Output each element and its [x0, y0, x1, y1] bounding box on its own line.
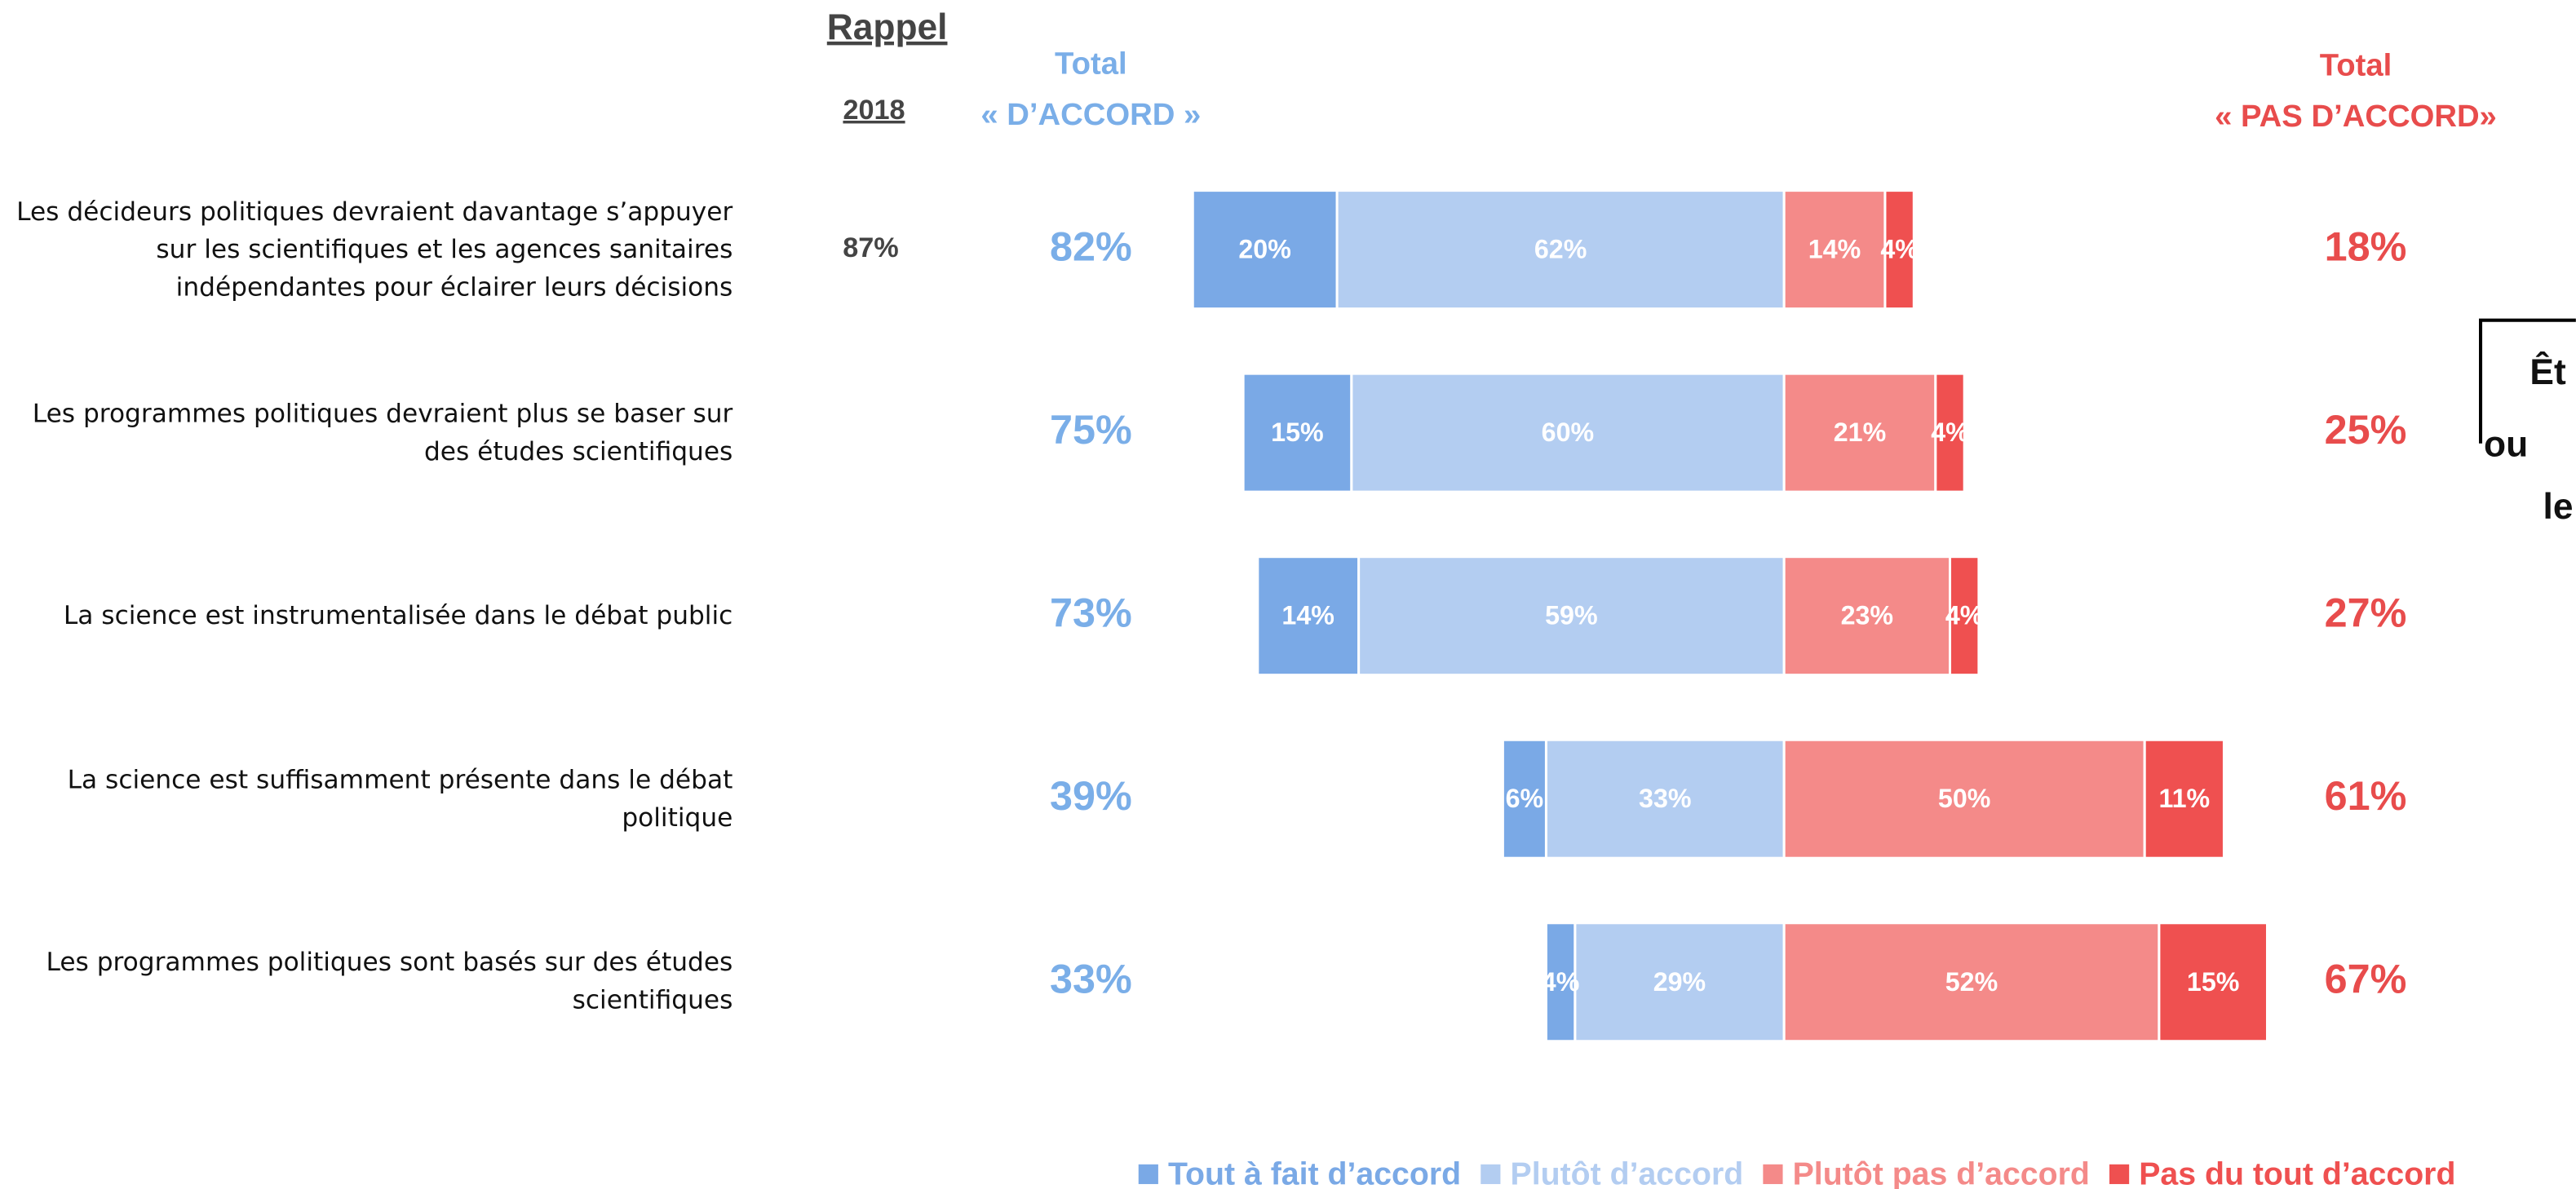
category-label: Les décideurs politiques devraient davan… [16, 196, 733, 302]
legend-label: Pas du tout d’accord [2139, 1156, 2455, 1189]
recall-title: Rappel [827, 7, 948, 47]
recall-year: 2018 [843, 95, 905, 126]
legend-label: Tout à fait d’accord [1168, 1156, 1461, 1189]
legend-marker [1763, 1164, 1783, 1184]
bar-segment [1191, 189, 1339, 311]
legend-marker [1481, 1164, 1501, 1184]
legend-marker [1138, 1164, 1158, 1184]
bar-segment [1948, 555, 1981, 677]
data-label: 4% [1542, 967, 1580, 997]
data-label: 14% [1281, 601, 1334, 630]
category-label-box: Les décideurs politiques devraient davan… [16, 196, 733, 302]
side-note-line: le [2543, 487, 2574, 527]
recall-value: 87% [843, 232, 899, 263]
disagree-total: 67% [2325, 956, 2407, 1002]
agree-total: 73% [1050, 589, 1132, 635]
bar-segment [1883, 189, 1915, 311]
category-label: La science est suffisamment présente dan… [67, 764, 733, 832]
data-label: 23% [1841, 601, 1894, 630]
disagree-total: 27% [2325, 589, 2407, 635]
category-label-box: La science est instrumentalisée dans le … [63, 600, 733, 630]
bar-segment [1256, 555, 1361, 677]
disagree-header: Total [2320, 48, 2392, 83]
data-label: 6% [1506, 784, 1544, 813]
data-label: 15% [1271, 418, 1324, 447]
data-label: 50% [1938, 784, 1991, 813]
disagree-total: 18% [2325, 223, 2407, 269]
data-label: 20% [1238, 235, 1291, 264]
disagree-total: 25% [2325, 406, 2407, 453]
bar-segment [1782, 555, 1952, 677]
bar-segment [1782, 922, 2161, 1043]
category-label-box: La science est suffisamment présente dan… [67, 764, 733, 832]
bar-segment [1544, 922, 1577, 1043]
agree-total: 33% [1050, 956, 1132, 1002]
agree-total: 39% [1050, 772, 1132, 819]
side-note-line: Êt [2530, 351, 2566, 392]
disagree-header: « PAS D’ACCORD» [2215, 99, 2497, 134]
data-label: 4% [1945, 601, 1984, 630]
data-label: 52% [1945, 967, 1998, 997]
data-label: 29% [1653, 967, 1706, 997]
category-label-box: Les programmes politiques sont basés sur… [46, 947, 733, 1015]
data-label: 4% [1931, 418, 1969, 447]
data-label: 11% [2158, 784, 2210, 813]
data-label: 59% [1545, 601, 1598, 630]
agree-total: 82% [1050, 223, 1132, 269]
category-label: Les programmes politiques devraient plus… [32, 398, 733, 466]
bar-segment [1242, 372, 1353, 493]
bar-segment [1501, 738, 1547, 860]
data-label: 21% [1834, 418, 1887, 447]
bar-segment [1573, 922, 1786, 1043]
data-label: 60% [1542, 418, 1595, 447]
category-label: La science est instrumentalisée dans le … [63, 600, 733, 630]
side-note-line: ou [2484, 424, 2528, 464]
data-label: 62% [1534, 235, 1587, 264]
agree-total: 75% [1050, 406, 1132, 453]
agree-header: Total [1055, 46, 1127, 82]
bar-segment [2158, 922, 2269, 1043]
disagree-total: 61% [2325, 772, 2407, 819]
bar-segment [1782, 738, 2146, 860]
bar-segment [1782, 189, 1887, 311]
category-label-box: Les programmes politiques devraient plus… [32, 398, 733, 466]
legend-label: Plutôt pas d’accord [1793, 1156, 2090, 1189]
bar-segment [1934, 372, 1966, 493]
legend-label: Plutôt d’accord [1511, 1156, 1744, 1189]
agree-header: « D’ACCORD » [980, 97, 1201, 132]
bar-segment [2143, 738, 2225, 860]
data-label: 15% [2187, 967, 2240, 997]
side-note-box [2479, 318, 2576, 444]
category-label: Les programmes politiques sont basés sur… [46, 947, 733, 1015]
legend-marker [2109, 1164, 2130, 1184]
data-label: 4% [1880, 235, 1919, 264]
data-label: 33% [1639, 784, 1692, 813]
data-label: 14% [1808, 235, 1861, 264]
